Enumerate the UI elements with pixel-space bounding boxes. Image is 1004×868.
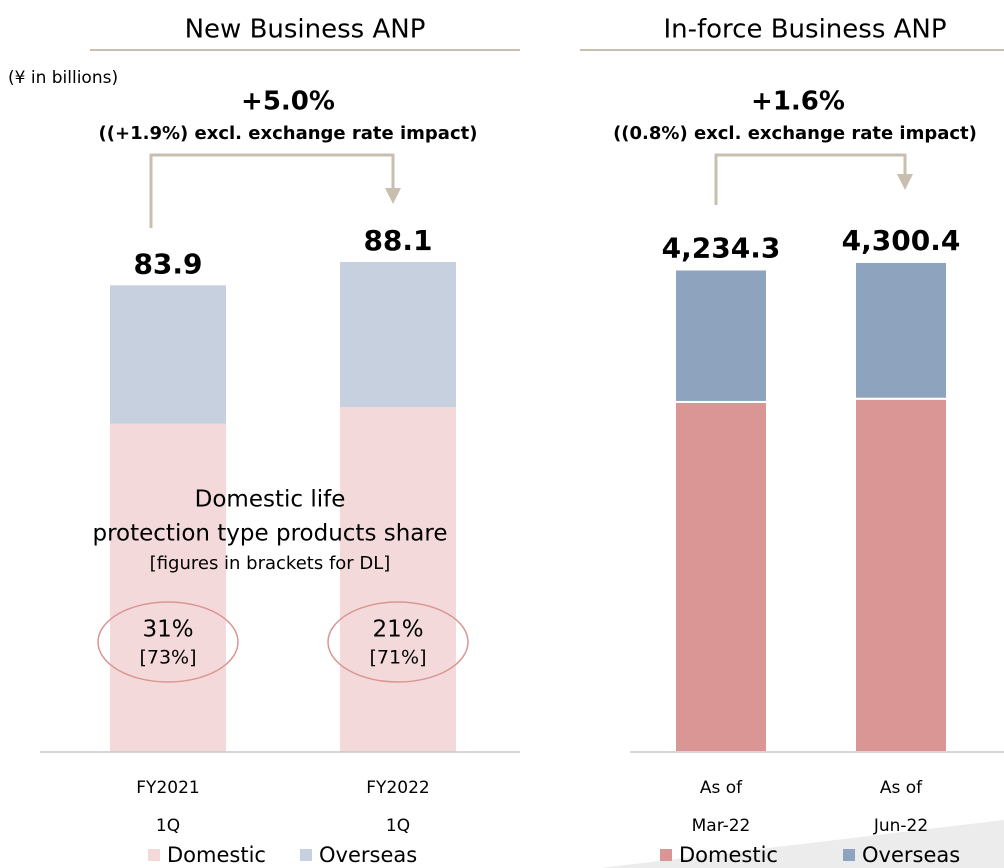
bar-segment [854, 397, 948, 753]
total-label: 4,234.3 [662, 231, 781, 264]
x-tick-label: As of Mar-22 [692, 778, 751, 836]
share-title: Domestic life [195, 487, 346, 513]
decoration [600, 820, 1004, 868]
legend-swatch [148, 849, 160, 861]
bracket [149, 153, 395, 228]
legend-swatch [300, 849, 312, 861]
share-label: 31% [142, 617, 193, 643]
bracket [714, 153, 907, 205]
legend-label: Overseas [862, 843, 960, 867]
x-tick-label: FY2021 1Q [136, 778, 199, 836]
share-ellipse [97, 601, 239, 683]
legend-label: Overseas [319, 843, 417, 867]
total-label: 4,300.4 [842, 224, 961, 257]
sub-annotation: ((+1.9%) excl. exchange rate impact) [99, 123, 478, 144]
total-label: 83.9 [133, 247, 202, 280]
dl-share-label: [71%] [369, 647, 426, 669]
total-label: 88.1 [363, 224, 432, 257]
legend-swatch [660, 849, 672, 861]
annotation: +5.0% [241, 87, 335, 117]
chart-title: New Business ANP [185, 15, 426, 45]
dl-share-label: [73%] [139, 647, 196, 669]
share-title: [figures in brackets for DL] [150, 553, 391, 574]
legend-label: Domestic [679, 843, 778, 867]
x-tick-label: FY2022 1Q [366, 778, 429, 836]
sub-annotation: ((0.8%) excl. exchange rate impact) [613, 123, 977, 144]
bar-segment [110, 423, 226, 752]
bar-segment [674, 268, 768, 403]
annotation: +1.6% [751, 87, 845, 117]
share-title: protection type products share [92, 521, 447, 547]
x-tick-label: As of Jun-22 [873, 778, 928, 836]
legend-swatch [843, 849, 855, 861]
arrowhead [385, 188, 401, 204]
bar-segment [854, 260, 948, 400]
chart-title: In-force Business ANP [663, 15, 946, 45]
bar-segment [340, 261, 456, 408]
bar-segment [340, 407, 456, 752]
share-ellipse [327, 601, 469, 683]
legend-label: Domestic [167, 843, 266, 867]
unit-note: (¥ in billions) [8, 68, 118, 88]
share-label: 21% [372, 617, 423, 643]
bar-segment [674, 400, 768, 753]
arrowhead [897, 174, 913, 190]
bar-segment [110, 285, 226, 424]
